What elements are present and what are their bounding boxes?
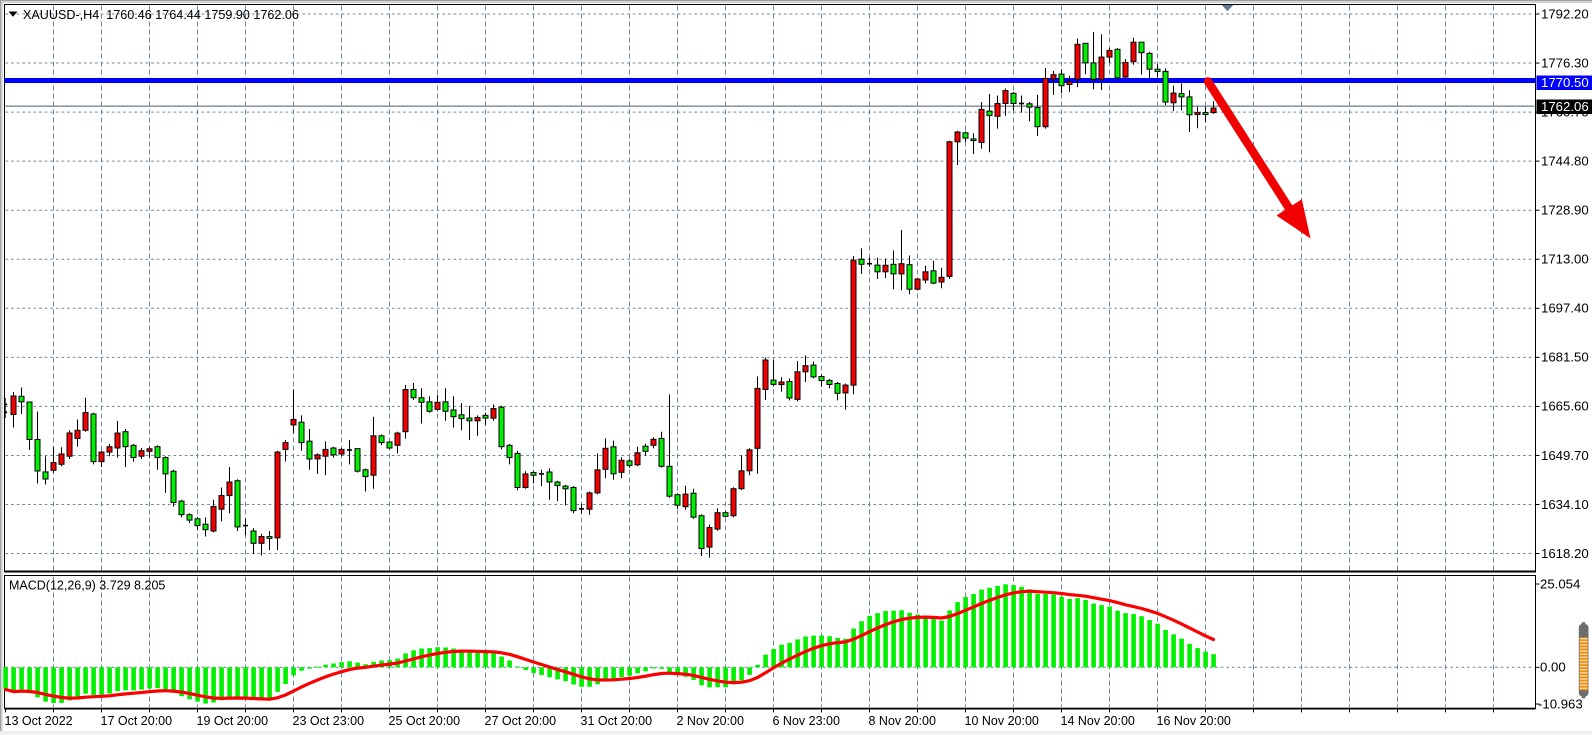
svg-text:2 Nov 20:00: 2 Nov 20:00	[677, 714, 744, 728]
svg-text:13 Oct 2022: 13 Oct 2022	[5, 714, 73, 728]
svg-text:1697.40: 1697.40	[1541, 301, 1589, 316]
svg-text:25 Oct 20:00: 25 Oct 20:00	[389, 714, 461, 728]
svg-text:27 Oct 20:00: 27 Oct 20:00	[485, 714, 557, 728]
svg-text:10 Nov 20:00: 10 Nov 20:00	[965, 714, 1039, 728]
svg-text:8 Nov 20:00: 8 Nov 20:00	[869, 714, 936, 728]
svg-text:1634.10: 1634.10	[1541, 497, 1589, 512]
svg-text:19 Oct 20:00: 19 Oct 20:00	[197, 714, 269, 728]
svg-text:6 Nov 23:00: 6 Nov 23:00	[773, 714, 840, 728]
svg-text:MACD(12,26,9) 3.729 8.205: MACD(12,26,9) 3.729 8.205	[9, 579, 165, 593]
svg-text:17 Oct 20:00: 17 Oct 20:00	[101, 714, 173, 728]
svg-text:1618.20: 1618.20	[1541, 546, 1589, 561]
svg-text:1649.70: 1649.70	[1541, 448, 1589, 463]
svg-text:1728.90: 1728.90	[1541, 203, 1589, 218]
svg-text:1744.80: 1744.80	[1541, 153, 1589, 168]
svg-text:1792.20: 1792.20	[1541, 6, 1589, 21]
svg-text:1770.50: 1770.50	[1541, 75, 1589, 90]
svg-text:-10.963: -10.963	[1538, 696, 1583, 711]
svg-text:XAUUSD-,H4 1760.46 1764.44 17: XAUUSD-,H4 1760.46 1764.44 1759.90 1762.…	[23, 8, 299, 22]
svg-text:1776.30: 1776.30	[1541, 55, 1589, 70]
svg-text:25.054: 25.054	[1540, 576, 1580, 591]
svg-text:1713.00: 1713.00	[1541, 252, 1589, 267]
svg-text:14 Nov 20:00: 14 Nov 20:00	[1061, 714, 1135, 728]
svg-text:23 Oct 23:00: 23 Oct 23:00	[293, 714, 365, 728]
svg-text:16 Nov 20:00: 16 Nov 20:00	[1157, 714, 1231, 728]
svg-text:1681.50: 1681.50	[1541, 350, 1589, 365]
svg-text:1665.60: 1665.60	[1541, 399, 1589, 414]
svg-text:1762.06: 1762.06	[1541, 99, 1589, 114]
svg-text:0.00: 0.00	[1540, 660, 1566, 675]
svg-text:31 Oct 20:00: 31 Oct 20:00	[581, 714, 653, 728]
